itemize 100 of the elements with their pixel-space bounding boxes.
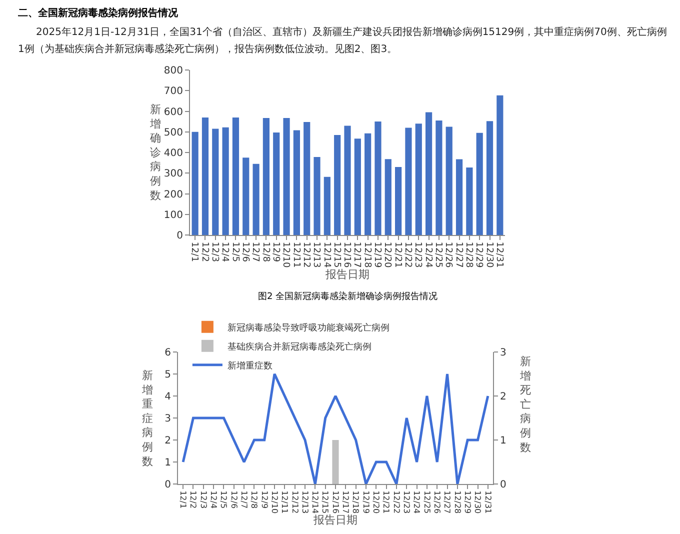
x-axis-title: 报告日期 — [312, 514, 358, 527]
y-tick-label: 4 — [164, 392, 171, 402]
x-tick-label: 12/30 — [473, 490, 482, 514]
bar — [446, 126, 452, 235]
y2-tick-label: 3 — [500, 348, 506, 358]
y-tick-label: 700 — [164, 86, 183, 98]
x-tick-label: 12/26 — [432, 490, 442, 514]
x-tick-label: 12/7 — [239, 490, 248, 509]
x-tick-label: 12/5 — [219, 490, 228, 509]
x-tick-label: 12/17 — [352, 242, 362, 268]
bar — [252, 164, 260, 235]
bar — [476, 132, 483, 235]
x-tick-label: 12/29 — [463, 490, 472, 514]
y-axis-title: 新增重症病例数 — [141, 369, 153, 468]
x-tick-label: 12/2 — [199, 242, 210, 262]
legend-label: 基础疾病合并新冠病毒感染死亡病例 — [227, 341, 372, 352]
x-tick-label: 12/31 — [483, 490, 492, 514]
bar — [486, 121, 494, 235]
y-tick-label: 2 — [164, 436, 171, 446]
x-tick-label: 12/24 — [412, 490, 422, 514]
x-tick-label: 12/6 — [229, 490, 238, 509]
x-tick-label: 12/20 — [372, 490, 381, 514]
bar — [314, 157, 320, 235]
x-tick-label: 12/13 — [300, 490, 310, 514]
bar — [304, 122, 310, 235]
x-tick-label: 12/28 — [464, 242, 474, 268]
x-tick-label: 12/19 — [372, 242, 382, 268]
x-tick-label: 12/10 — [270, 490, 279, 514]
x-tick-label: 12/22 — [392, 490, 401, 514]
x-tick-label: 12/3 — [209, 242, 220, 262]
bar — [405, 128, 412, 235]
x-tick-label: 12/22 — [402, 242, 413, 268]
x-tick-label: 12/23 — [402, 490, 412, 514]
x-tick-label: 12/29 — [474, 242, 484, 268]
bar — [273, 132, 280, 235]
y2-tick-label: 0 — [500, 480, 506, 490]
x-tick-label: 12/21 — [392, 242, 402, 268]
y-tick-label: 0 — [176, 230, 183, 242]
bar — [232, 117, 240, 235]
bar — [456, 159, 463, 235]
bar — [283, 118, 290, 235]
chart-subtitle: 2025年12月1日-12月31日，全国31个省（自治区、直辖市）及新疆生产建设兵团报告新增确诊病例15129例，其中重症病例70例、死亡病例1例（为基础疾病合并新冠病毒感染死亡病例），报告病例数低位波动。见图2、图3。 — [18, 26, 668, 57]
x-tick-label: 12/31 — [494, 242, 504, 268]
x-tick-label: 12/6 — [240, 242, 250, 262]
bar — [384, 159, 392, 235]
x-tick-label: 12/21 — [382, 490, 391, 514]
x-axis-title: 报告日期 — [324, 268, 370, 282]
x-tick-label: 12/19 — [361, 490, 370, 514]
x-tick-label: 12/12 — [290, 490, 300, 514]
y-tick-label: 3 — [164, 414, 171, 424]
x-tick-label: 12/8 — [250, 490, 259, 509]
x-tick-label: 12/4 — [220, 242, 230, 262]
x-tick-label: 12/7 — [250, 242, 260, 262]
bar — [354, 138, 361, 235]
y-tick-label: 600 — [164, 106, 183, 118]
legend-label: 新冠病毒感染导致呼吸功能衰竭死亡病例 — [227, 322, 390, 334]
bar — [293, 130, 300, 235]
y-tick-label: 500 — [164, 127, 183, 138]
bar — [425, 112, 432, 235]
x-tick-label: 12/27 — [453, 242, 464, 268]
x-tick-label: 12/23 — [412, 242, 423, 268]
y2-axis-title: 新增死亡病例数 — [519, 355, 531, 454]
x-tick-label: 12/11 — [290, 242, 301, 268]
text: 二、全国新冠病毒感染病例报告情况 — [18, 6, 178, 20]
y-axis-title: 新增确诊病例数 — [149, 103, 161, 202]
x-tick-label: 12/3 — [198, 490, 208, 509]
bar — [374, 122, 382, 235]
x-tick-label: 12/24 — [422, 242, 433, 268]
bar — [222, 127, 229, 235]
x-tick-label: 12/25 — [422, 490, 432, 514]
x-tick-label: 12/14 — [310, 490, 320, 514]
y-tick-label: 1 — [164, 458, 171, 468]
x-tick-label: 12/2 — [188, 490, 198, 509]
y-tick-label: 0 — [164, 480, 171, 490]
x-tick-label: 12/12 — [300, 242, 311, 268]
y-tick-label: 300 — [164, 168, 183, 180]
x-tick-label: 12/28 — [452, 490, 462, 514]
y-tick-label: 400 — [164, 148, 183, 159]
y-tick-label: 800 — [164, 66, 183, 76]
bar — [262, 118, 270, 235]
x-tick-label: 12/26 — [443, 242, 454, 268]
bar — [324, 176, 330, 235]
x-tick-label: 12/5 — [230, 242, 240, 262]
x-tick-label: 12/4 — [208, 490, 218, 509]
x-tick-label: 12/20 — [382, 242, 392, 268]
x-tick-label: 12/27 — [442, 490, 452, 514]
bar — [212, 128, 219, 235]
x-tick-label: 12/9 — [270, 242, 280, 262]
x-tick-label: 12/25 — [433, 242, 444, 268]
x-tick-label: 12/1 — [178, 490, 188, 509]
y2-tick-label: 1 — [500, 436, 506, 446]
bar — [496, 95, 504, 235]
x-tick-label: 12/8 — [260, 242, 270, 262]
y-tick-label: 100 — [164, 210, 183, 221]
bar — [242, 158, 250, 235]
y2-tick-label: 2 — [500, 392, 506, 402]
x-tick-label: 12/14 — [321, 242, 332, 268]
x-tick-label: 12/16 — [342, 242, 352, 268]
x-tick-label: 12/18 — [351, 490, 360, 514]
x-tick-label: 12/11 — [280, 490, 290, 514]
